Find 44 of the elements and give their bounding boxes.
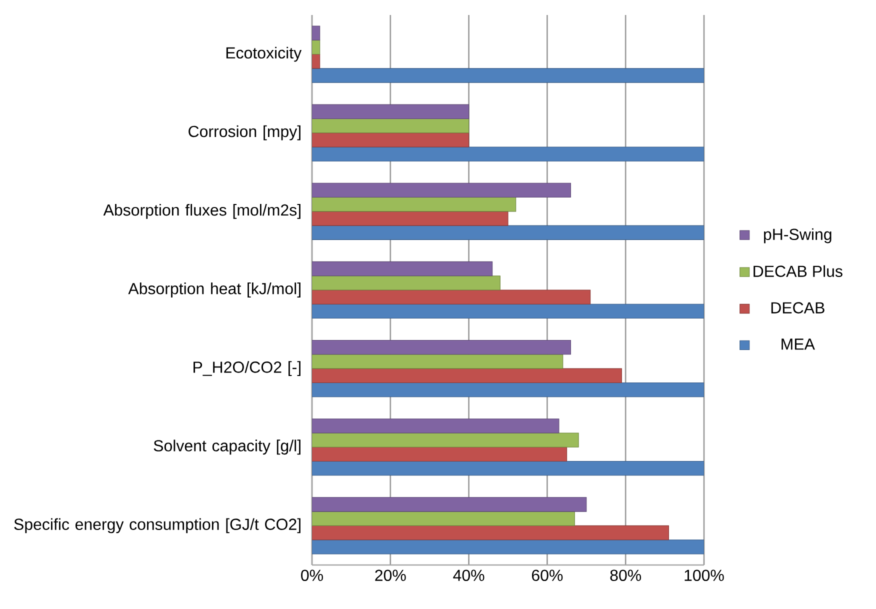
legend-label: MEA <box>782 338 815 350</box>
bar <box>312 354 564 369</box>
y-tick-label: Specific energy consumption [GJ/t CO2] <box>14 518 300 534</box>
bar <box>312 118 470 134</box>
bar <box>312 368 622 383</box>
bar <box>312 497 587 512</box>
legend-label: DECAB Plus <box>754 265 842 277</box>
bar <box>312 461 704 476</box>
bar <box>312 382 704 398</box>
bar <box>312 104 470 119</box>
bar <box>312 54 320 69</box>
bar <box>312 132 470 148</box>
bar <box>312 446 568 462</box>
x-tick-label: 20% <box>375 570 406 582</box>
legend-label: pH-Swing <box>764 228 832 244</box>
x-tick-label: 100% <box>684 570 724 582</box>
bar <box>312 225 704 240</box>
x-tick-label: 40% <box>453 570 484 582</box>
bar <box>312 304 704 319</box>
bar <box>312 432 579 448</box>
y-tick-label: Solvent capacity [g/l] <box>154 440 300 455</box>
bar <box>312 511 575 526</box>
x-tick-label: 80% <box>610 570 642 582</box>
bar <box>312 211 508 226</box>
bar <box>312 197 516 212</box>
legend-label: DECAB <box>771 302 824 314</box>
bar <box>312 340 571 355</box>
y-tick-label: Absorption heat [kJ/mol] <box>128 282 300 298</box>
bar <box>312 182 571 198</box>
x-tick-label: 0% <box>301 570 323 582</box>
bar <box>312 525 669 540</box>
bar <box>312 146 704 162</box>
bar <box>312 290 591 304</box>
y-tick-label: P_H2O/CO2 [-] <box>194 361 300 376</box>
bar <box>312 418 560 434</box>
bar <box>312 540 704 554</box>
x-tick-label: 60% <box>532 570 563 582</box>
bar <box>312 68 704 83</box>
bar <box>312 26 320 40</box>
y-tick-label: Ecotoxicity <box>226 46 302 62</box>
y-tick-label: Corrosion [mpy] <box>188 125 300 140</box>
bar <box>312 261 493 276</box>
y-tick-label: Absorption fluxes [mol/m2s] <box>103 204 300 219</box>
bar <box>312 276 500 290</box>
